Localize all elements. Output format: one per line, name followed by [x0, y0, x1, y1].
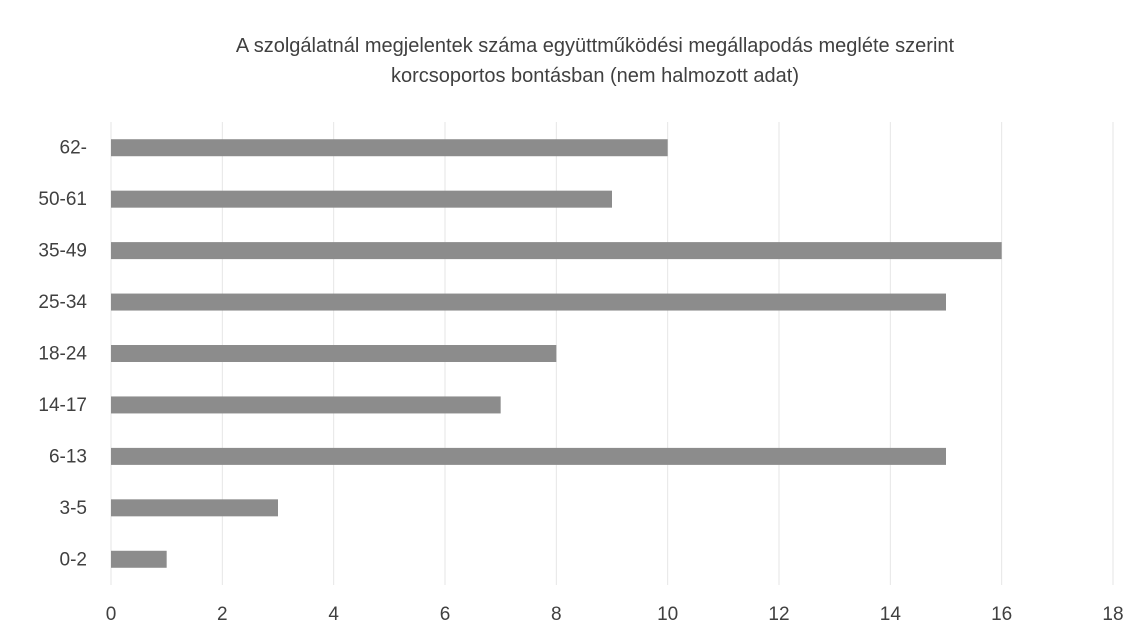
bar [111, 139, 668, 157]
chart-title: A szolgálatnál megjelentek száma együttm… [236, 35, 955, 87]
y-category-label: 3-5 [60, 498, 87, 519]
category-axis-labels: 62- 50-61 35-49 25-34 18-24 14-17 6-13 3-5 0-2 [38, 138, 87, 571]
y-category-label: 25-34 [38, 292, 87, 313]
y-category-label: 6-13 [49, 446, 87, 467]
x-tick-label: 16 [991, 604, 1012, 625]
x-tick-label: 4 [328, 604, 339, 625]
bar [111, 396, 501, 414]
y-category-label: 18-24 [38, 344, 87, 365]
x-tick-label: 2 [217, 604, 228, 625]
y-category-label: 50-61 [38, 189, 87, 210]
chart-title-line-1: A szolgálatnál megjelentek száma együttm… [236, 35, 955, 57]
chart-title-line-2: korcsoportos bontásban (nem halmozott ad… [391, 65, 799, 87]
x-tick-label: 6 [440, 604, 451, 625]
bar [111, 447, 946, 465]
bar [111, 293, 946, 311]
x-tick-label: 10 [657, 604, 678, 625]
bar [111, 345, 557, 362]
bar [111, 190, 612, 208]
y-category-label: 62- [60, 138, 87, 159]
x-tick-label: 18 [1102, 604, 1123, 625]
y-category-label: 35-49 [38, 241, 87, 262]
x-tick-label: 8 [551, 604, 562, 625]
bar [111, 550, 167, 568]
x-tick-label: 12 [768, 604, 789, 625]
bar [111, 499, 278, 517]
y-category-label: 0-2 [60, 549, 87, 570]
x-tick-label: 0 [106, 604, 117, 625]
x-tick-label: 14 [880, 604, 902, 625]
value-axis-labels: 0 2 4 6 8 10 12 14 16 18 [106, 604, 1124, 625]
y-category-label: 14-17 [38, 395, 87, 416]
bars [111, 139, 1002, 568]
bar [111, 242, 1002, 260]
